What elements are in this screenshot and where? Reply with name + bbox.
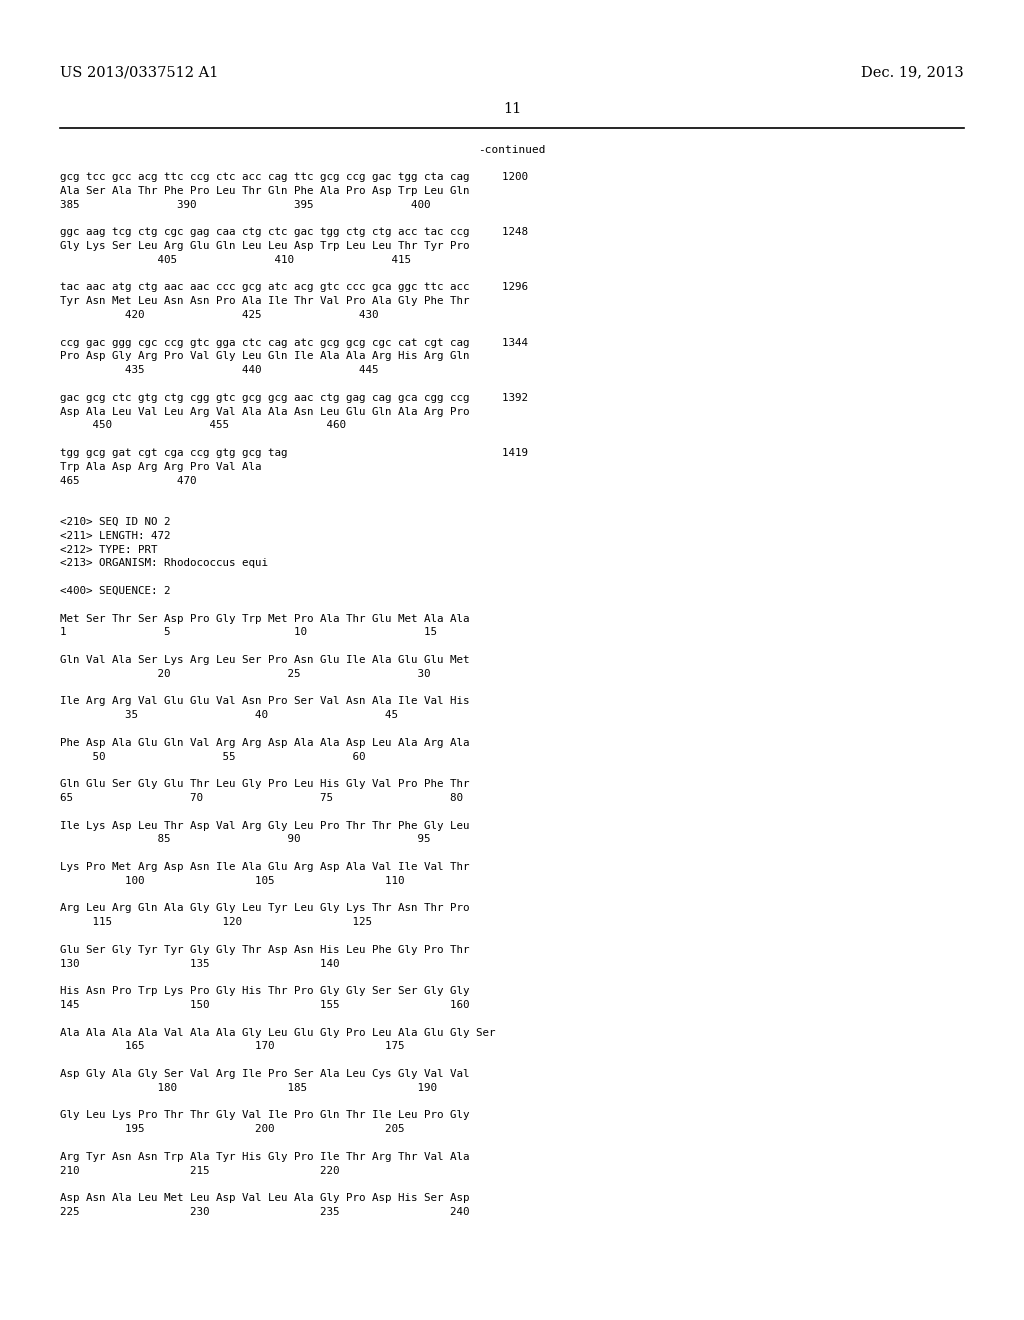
Text: Glu Ser Gly Tyr Tyr Gly Gly Thr Asp Asn His Leu Phe Gly Pro Thr: Glu Ser Gly Tyr Tyr Gly Gly Thr Asp Asn …: [60, 945, 469, 954]
Text: 435               440               445: 435 440 445: [60, 366, 379, 375]
Text: gcg tcc gcc acg ttc ccg ctc acc cag ttc gcg ccg gac tgg cta cag     1200: gcg tcc gcc acg ttc ccg ctc acc cag ttc …: [60, 172, 528, 182]
Text: 115                 120                 125: 115 120 125: [60, 917, 372, 927]
Text: ggc aag tcg ctg cgc gag caa ctg ctc gac tgg ctg ctg acc tac ccg     1248: ggc aag tcg ctg cgc gag caa ctg ctc gac …: [60, 227, 528, 238]
Text: 20                  25                  30: 20 25 30: [60, 669, 430, 678]
Text: Pro Asp Gly Arg Pro Val Gly Leu Gln Ile Ala Ala Arg His Arg Gln: Pro Asp Gly Arg Pro Val Gly Leu Gln Ile …: [60, 351, 469, 362]
Text: Ala Ala Ala Ala Val Ala Ala Gly Leu Glu Gly Pro Leu Ala Glu Gly Ser: Ala Ala Ala Ala Val Ala Ala Gly Leu Glu …: [60, 1027, 496, 1038]
Text: Asp Gly Ala Gly Ser Val Arg Ile Pro Ser Ala Leu Cys Gly Val Val: Asp Gly Ala Gly Ser Val Arg Ile Pro Ser …: [60, 1069, 469, 1078]
Text: <213> ORGANISM: Rhodococcus equi: <213> ORGANISM: Rhodococcus equi: [60, 558, 268, 569]
Text: Arg Leu Arg Gln Ala Gly Gly Leu Tyr Leu Gly Lys Thr Asn Thr Pro: Arg Leu Arg Gln Ala Gly Gly Leu Tyr Leu …: [60, 903, 469, 913]
Text: His Asn Pro Trp Lys Pro Gly His Thr Pro Gly Gly Ser Ser Gly Gly: His Asn Pro Trp Lys Pro Gly His Thr Pro …: [60, 986, 469, 997]
Text: 165                 170                 175: 165 170 175: [60, 1041, 404, 1052]
Text: Asp Ala Leu Val Leu Arg Val Ala Ala Asn Leu Glu Gln Ala Arg Pro: Asp Ala Leu Val Leu Arg Val Ala Ala Asn …: [60, 407, 469, 417]
Text: 195                 200                 205: 195 200 205: [60, 1125, 404, 1134]
Text: <211> LENGTH: 472: <211> LENGTH: 472: [60, 531, 171, 541]
Text: gac gcg ctc gtg ctg cgg gtc gcg gcg aac ctg gag cag gca cgg ccg     1392: gac gcg ctc gtg ctg cgg gtc gcg gcg aac …: [60, 393, 528, 403]
Text: tac aac atg ctg aac aac ccc gcg atc acg gtc ccc gca ggc ttc acc     1296: tac aac atg ctg aac aac ccc gcg atc acg …: [60, 282, 528, 293]
Text: 420               425               430: 420 425 430: [60, 310, 379, 319]
Text: 210                 215                 220: 210 215 220: [60, 1166, 340, 1176]
Text: 225                 230                 235                 240: 225 230 235 240: [60, 1206, 469, 1217]
Text: Gly Lys Ser Leu Arg Glu Gln Leu Leu Asp Trp Leu Leu Thr Tyr Pro: Gly Lys Ser Leu Arg Glu Gln Leu Leu Asp …: [60, 242, 469, 251]
Text: 100                 105                 110: 100 105 110: [60, 875, 404, 886]
Text: 65                  70                  75                  80: 65 70 75 80: [60, 793, 463, 803]
Text: 11: 11: [503, 102, 521, 116]
Text: Ile Lys Asp Leu Thr Asp Val Arg Gly Leu Pro Thr Thr Phe Gly Leu: Ile Lys Asp Leu Thr Asp Val Arg Gly Leu …: [60, 821, 469, 830]
Text: ccg gac ggg cgc ccg gtc gga ctc cag atc gcg gcg cgc cat cgt cag     1344: ccg gac ggg cgc ccg gtc gga ctc cag atc …: [60, 338, 528, 347]
Text: Gln Glu Ser Gly Glu Thr Leu Gly Pro Leu His Gly Val Pro Phe Thr: Gln Glu Ser Gly Glu Thr Leu Gly Pro Leu …: [60, 779, 469, 789]
Text: 450               455               460: 450 455 460: [60, 420, 346, 430]
Text: tgg gcg gat cgt cga ccg gtg gcg tag                                 1419: tgg gcg gat cgt cga ccg gtg gcg tag 1419: [60, 447, 528, 458]
Text: US 2013/0337512 A1: US 2013/0337512 A1: [60, 65, 218, 79]
Text: <400> SEQUENCE: 2: <400> SEQUENCE: 2: [60, 586, 171, 597]
Text: -continued: -continued: [478, 145, 546, 154]
Text: 85                  90                  95: 85 90 95: [60, 834, 430, 845]
Text: Gln Val Ala Ser Lys Arg Leu Ser Pro Asn Glu Ile Ala Glu Glu Met: Gln Val Ala Ser Lys Arg Leu Ser Pro Asn …: [60, 655, 469, 665]
Text: 35                  40                  45: 35 40 45: [60, 710, 398, 721]
Text: 130                 135                 140: 130 135 140: [60, 958, 340, 969]
Text: 145                 150                 155                 160: 145 150 155 160: [60, 1001, 469, 1010]
Text: 405               410               415: 405 410 415: [60, 255, 411, 265]
Text: Met Ser Thr Ser Asp Pro Gly Trp Met Pro Ala Thr Glu Met Ala Ala: Met Ser Thr Ser Asp Pro Gly Trp Met Pro …: [60, 614, 469, 623]
Text: 180                 185                 190: 180 185 190: [60, 1082, 437, 1093]
Text: Ile Arg Arg Val Glu Glu Val Asn Pro Ser Val Asn Ala Ile Val His: Ile Arg Arg Val Glu Glu Val Asn Pro Ser …: [60, 697, 469, 706]
Text: Dec. 19, 2013: Dec. 19, 2013: [861, 65, 964, 79]
Text: 465               470: 465 470: [60, 475, 197, 486]
Text: Tyr Asn Met Leu Asn Asn Pro Ala Ile Thr Val Pro Ala Gly Phe Thr: Tyr Asn Met Leu Asn Asn Pro Ala Ile Thr …: [60, 296, 469, 306]
Text: 1               5                   10                  15: 1 5 10 15: [60, 627, 437, 638]
Text: Phe Asp Ala Glu Gln Val Arg Arg Asp Ala Ala Asp Leu Ala Arg Ala: Phe Asp Ala Glu Gln Val Arg Arg Asp Ala …: [60, 738, 469, 748]
Text: Gly Leu Lys Pro Thr Thr Gly Val Ile Pro Gln Thr Ile Leu Pro Gly: Gly Leu Lys Pro Thr Thr Gly Val Ile Pro …: [60, 1110, 469, 1121]
Text: <210> SEQ ID NO 2: <210> SEQ ID NO 2: [60, 517, 171, 527]
Text: Arg Tyr Asn Asn Trp Ala Tyr His Gly Pro Ile Thr Arg Thr Val Ala: Arg Tyr Asn Asn Trp Ala Tyr His Gly Pro …: [60, 1152, 469, 1162]
Text: Ala Ser Ala Thr Phe Pro Leu Thr Gln Phe Ala Pro Asp Trp Leu Gln: Ala Ser Ala Thr Phe Pro Leu Thr Gln Phe …: [60, 186, 469, 195]
Text: Asp Asn Ala Leu Met Leu Asp Val Leu Ala Gly Pro Asp His Ser Asp: Asp Asn Ala Leu Met Leu Asp Val Leu Ala …: [60, 1193, 469, 1204]
Text: <212> TYPE: PRT: <212> TYPE: PRT: [60, 545, 158, 554]
Text: 50                  55                  60: 50 55 60: [60, 751, 366, 762]
Text: 385               390               395               400: 385 390 395 400: [60, 199, 430, 210]
Text: Lys Pro Met Arg Asp Asn Ile Ala Glu Arg Asp Ala Val Ile Val Thr: Lys Pro Met Arg Asp Asn Ile Ala Glu Arg …: [60, 862, 469, 873]
Text: Trp Ala Asp Arg Arg Pro Val Ala: Trp Ala Asp Arg Arg Pro Val Ala: [60, 462, 261, 471]
